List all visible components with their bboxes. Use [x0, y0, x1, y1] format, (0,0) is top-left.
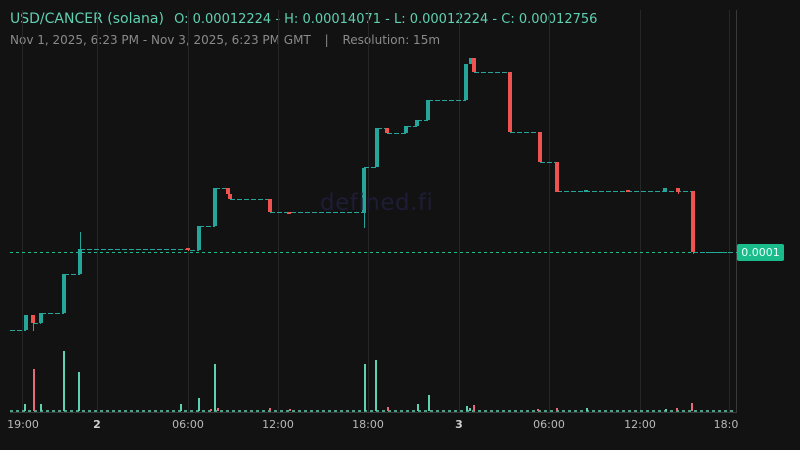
candle-body [186, 248, 190, 250]
volume-bar [63, 351, 65, 411]
volume-bar [269, 408, 271, 411]
watermark: defined.fi [320, 190, 434, 216]
x-axis-tick-label: 18:00 [352, 418, 384, 431]
volume-bar [586, 408, 588, 411]
candle-body [24, 315, 28, 330]
volume-bar [556, 408, 558, 411]
candle-body [385, 128, 389, 133]
volume-bar [33, 369, 35, 411]
volume-bar [537, 409, 539, 411]
candle-body [626, 190, 630, 192]
candle-body [691, 191, 695, 252]
candle-body [268, 199, 272, 212]
candle-body [228, 194, 232, 199]
current-price-tag: 0.0001 [737, 244, 784, 261]
candle-body [538, 132, 542, 162]
candle-body [404, 126, 408, 133]
x-axis-tick-label: 06:00 [172, 418, 204, 431]
candle-body [663, 188, 667, 191]
candle-body [197, 226, 201, 250]
candle-body [287, 212, 291, 214]
x-axis-tick-label: 12:00 [262, 418, 294, 431]
volume-bar [691, 403, 693, 411]
subtitle-row: Nov 1, 2025, 6:23 PM - Nov 3, 2025, 6:23… [10, 32, 597, 48]
x-axis-tick-label: 06:00 [533, 418, 565, 431]
candle-body [469, 58, 473, 64]
separator: | [324, 33, 329, 47]
title-row: USD/CANCER (solana) O: 0.00012224 - H: 0… [10, 10, 597, 29]
volume-bar [214, 364, 216, 411]
date-range: Nov 1, 2025, 6:23 PM - Nov 3, 2025, 6:23… [10, 33, 311, 47]
candle-body [472, 58, 476, 72]
volume-bar [473, 405, 475, 411]
volume-bar [24, 404, 26, 411]
candle-body [584, 190, 588, 192]
volume-bar [428, 395, 430, 411]
x-axis-tick-label: 2 [93, 418, 101, 431]
candle-body [362, 168, 366, 213]
candle-body [508, 72, 512, 132]
candle-body [676, 188, 680, 192]
symbol-label: USD/CANCER (solana) [10, 11, 164, 27]
candle-body [426, 100, 430, 120]
candle-body [39, 313, 43, 323]
candle-body [464, 64, 468, 100]
candle-body [213, 188, 217, 226]
candle-body [415, 120, 419, 126]
ohlc-values: O: 0.00012224 - H: 0.00014071 - L: 0.000… [174, 12, 598, 27]
volume-bar [40, 404, 42, 411]
volume-bar [466, 406, 468, 411]
volume-bar [180, 404, 182, 411]
volume-bar [665, 409, 667, 411]
volume-bar [417, 404, 419, 411]
chart-header: USD/CANCER (solana) O: 0.00012224 - H: 0… [10, 10, 597, 48]
candle-body [375, 128, 379, 167]
volume-bar [289, 409, 291, 411]
volume-bar [198, 398, 200, 411]
x-axis-tick-label: 3 [455, 418, 463, 431]
candle-body [62, 274, 66, 313]
volume-bar [387, 407, 389, 411]
volume-bar [217, 408, 219, 411]
candle-body [226, 188, 230, 194]
x-axis-tick-label: 18:0 [713, 418, 739, 431]
volume-bar [210, 409, 212, 411]
volume-bar [676, 408, 678, 411]
volume-bar [364, 364, 366, 411]
candle-body [78, 249, 82, 274]
x-axis-tick-label: 19:00 [7, 418, 39, 431]
candle-body [555, 162, 559, 192]
resolution-label: Resolution: 15m [342, 33, 441, 47]
volume-bar [78, 372, 80, 411]
volume-bar [375, 360, 377, 411]
x-axis-tick-label: 12:00 [624, 418, 656, 431]
volume-bar [469, 408, 471, 411]
candle-body [31, 315, 35, 323]
